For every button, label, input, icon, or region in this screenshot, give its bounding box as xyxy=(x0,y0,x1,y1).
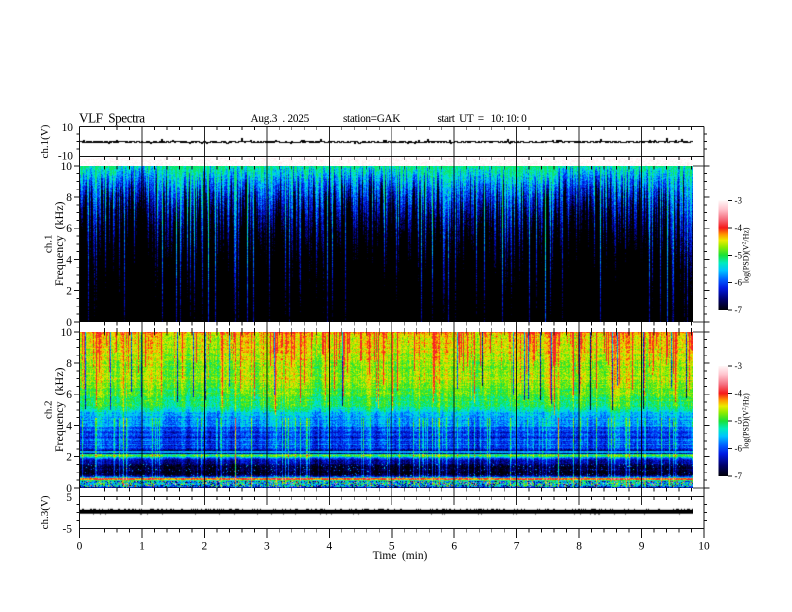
svg-text:10: 10 xyxy=(62,122,74,134)
svg-text:Aug.3 . 2025: Aug.3 . 2025 xyxy=(251,113,310,125)
svg-text:log(PSD)(V2/Hz): log(PSD)(V2/Hz) xyxy=(742,393,751,449)
svg-text:10: 10 xyxy=(61,161,73,173)
svg-text:log(PSD)(V2/Hz): log(PSD)(V2/Hz) xyxy=(742,227,751,283)
svg-text:start UT = 10: 10: 0: start UT = 10: 10: 0 xyxy=(438,113,528,125)
svg-text:-5: -5 xyxy=(735,250,743,260)
svg-text:-5: -5 xyxy=(63,524,73,536)
svg-text:-5: -5 xyxy=(735,416,743,426)
svg-text:VLF Spectra: VLF Spectra xyxy=(79,111,145,126)
svg-text:-10: -10 xyxy=(58,151,73,163)
svg-text:4: 4 xyxy=(66,254,72,266)
svg-text:-4: -4 xyxy=(735,223,743,233)
svg-text:-6: -6 xyxy=(735,278,743,288)
svg-text:7: 7 xyxy=(514,541,520,553)
svg-text:10: 10 xyxy=(61,327,73,339)
svg-text:ch.1(V): ch.1(V) xyxy=(39,124,51,158)
svg-text:4: 4 xyxy=(66,420,72,432)
svg-text:-3: -3 xyxy=(735,361,743,371)
svg-text:2: 2 xyxy=(202,541,208,553)
svg-text:6: 6 xyxy=(451,541,457,553)
svg-text:8: 8 xyxy=(66,358,72,370)
svg-text:5: 5 xyxy=(389,541,395,553)
svg-text:ch.2: ch.2 xyxy=(43,400,55,419)
svg-text:-7: -7 xyxy=(735,305,743,315)
svg-text:8: 8 xyxy=(576,541,582,553)
svg-text:-6: -6 xyxy=(735,444,743,454)
svg-text:2: 2 xyxy=(66,286,72,298)
svg-text:0: 0 xyxy=(66,483,72,495)
svg-text:ch.3(V): ch.3(V) xyxy=(39,495,51,529)
svg-text:Frequency (kHz): Frequency (kHz) xyxy=(52,201,66,286)
svg-text:6: 6 xyxy=(66,223,72,235)
svg-text:0: 0 xyxy=(77,541,83,553)
svg-text:10: 10 xyxy=(698,541,710,553)
svg-text:6: 6 xyxy=(66,389,72,401)
svg-text:4: 4 xyxy=(326,541,332,553)
svg-text:-7: -7 xyxy=(735,471,743,481)
svg-text:0: 0 xyxy=(66,317,72,329)
svg-text:8: 8 xyxy=(66,192,72,204)
svg-text:station=GAK: station=GAK xyxy=(343,113,401,125)
svg-text:3: 3 xyxy=(264,541,270,553)
svg-text:2: 2 xyxy=(66,452,72,464)
svg-text:Time (min): Time (min) xyxy=(373,550,428,562)
svg-text:5: 5 xyxy=(66,492,72,504)
svg-text:-4: -4 xyxy=(735,389,743,399)
svg-text:-3: -3 xyxy=(735,196,743,206)
svg-text:ch.1: ch.1 xyxy=(43,234,55,253)
svg-text:Frequency (kHz): Frequency (kHz) xyxy=(52,367,66,452)
svg-text:1: 1 xyxy=(139,541,145,553)
svg-text:9: 9 xyxy=(639,541,645,553)
